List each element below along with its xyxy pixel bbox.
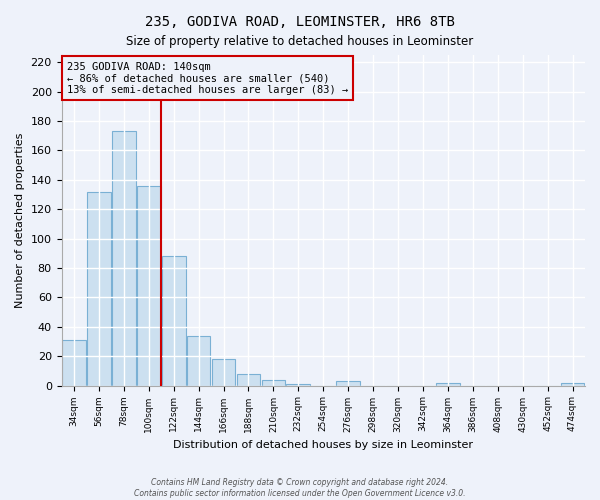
Text: 235, GODIVA ROAD, LEOMINSTER, HR6 8TB: 235, GODIVA ROAD, LEOMINSTER, HR6 8TB <box>145 15 455 29</box>
Bar <box>286 384 310 386</box>
Bar <box>560 382 584 386</box>
Text: Size of property relative to detached houses in Leominster: Size of property relative to detached ho… <box>127 35 473 48</box>
Bar <box>162 256 185 386</box>
Text: 235 GODIVA ROAD: 140sqm
← 86% of detached houses are smaller (540)
13% of semi-d: 235 GODIVA ROAD: 140sqm ← 86% of detache… <box>67 62 348 95</box>
Bar <box>236 374 260 386</box>
Bar <box>112 132 136 386</box>
Bar <box>87 192 111 386</box>
Bar <box>137 186 161 386</box>
Bar <box>212 359 235 386</box>
Text: Contains HM Land Registry data © Crown copyright and database right 2024.
Contai: Contains HM Land Registry data © Crown c… <box>134 478 466 498</box>
Bar <box>62 340 86 386</box>
Bar <box>436 382 460 386</box>
X-axis label: Distribution of detached houses by size in Leominster: Distribution of detached houses by size … <box>173 440 473 450</box>
Y-axis label: Number of detached properties: Number of detached properties <box>15 132 25 308</box>
Bar <box>187 336 211 386</box>
Bar <box>262 380 285 386</box>
Bar <box>337 381 360 386</box>
